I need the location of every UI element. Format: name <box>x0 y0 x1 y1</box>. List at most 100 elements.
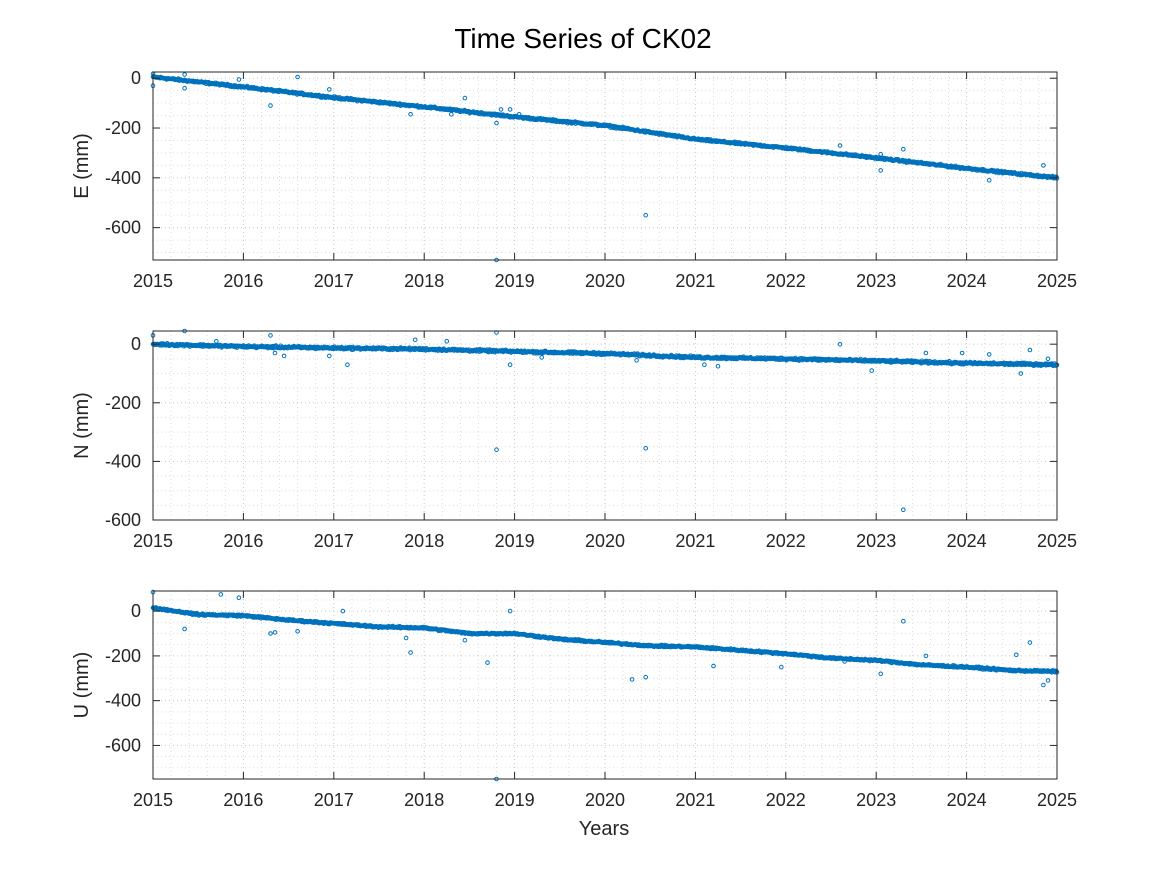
x-tick-label: 2023 <box>856 271 896 291</box>
outlier-point <box>340 608 346 614</box>
outlier-point <box>634 358 639 363</box>
x-tick-label: 2015 <box>133 790 173 810</box>
outlier-point <box>498 107 504 112</box>
outlier-point <box>295 74 300 80</box>
outlier-point <box>182 85 187 91</box>
x-axis-label: Years <box>579 818 629 840</box>
x-tick-label: 2017 <box>314 271 354 291</box>
y-axis-label: U (mm) <box>71 652 93 719</box>
x-tick-label: 2022 <box>766 531 806 551</box>
outlier-point <box>711 663 716 669</box>
outlier-point <box>715 363 721 369</box>
x-tick-label: 2016 <box>223 790 263 810</box>
outlier-point <box>214 339 219 344</box>
outlier-point <box>462 95 468 101</box>
x-tick-label: 2018 <box>404 790 444 810</box>
x-tick-label: 2022 <box>766 790 806 810</box>
outlier-point <box>449 112 454 117</box>
x-tick-label: 2020 <box>585 531 625 551</box>
x-tick-label: 2018 <box>404 531 444 551</box>
outlier-point <box>268 631 273 636</box>
x-tick-label: 2022 <box>766 271 806 291</box>
x-tick-label: 2016 <box>223 531 263 551</box>
outlier-point <box>842 659 847 664</box>
x-tick-label: 2020 <box>585 271 625 291</box>
outlier-point <box>507 362 513 368</box>
outlier-point <box>1041 163 1046 168</box>
x-tick-label: 2018 <box>404 271 444 291</box>
x-tick-label: 2015 <box>133 271 173 291</box>
y-tick-label: -200 <box>105 118 141 138</box>
data-points <box>150 589 1060 782</box>
x-tick-label: 2019 <box>495 531 535 551</box>
outlier-point <box>878 671 884 677</box>
outlier-point <box>218 592 224 597</box>
y-axis-label: N (mm) <box>71 392 93 459</box>
x-tick-label: 2023 <box>856 531 896 551</box>
outlier-point <box>327 87 332 92</box>
outlier-point <box>1041 682 1046 688</box>
outlier-point <box>345 362 350 368</box>
subplot-n: 2015 2016 2017 2018 2019 2020 2021 2022 2023 2024… <box>71 328 1077 551</box>
outlier-point <box>494 120 499 126</box>
y-axis-label: E (mm) <box>71 133 93 199</box>
y-tick-label: -200 <box>105 393 141 413</box>
x-tick-label: 2019 <box>495 271 535 291</box>
outlier-point <box>878 168 884 173</box>
outlier-point <box>643 445 649 451</box>
outlier-point <box>236 77 242 82</box>
x-tick-label: 2020 <box>585 790 625 810</box>
outlier-point <box>702 362 707 368</box>
y-tick-label: 0 <box>131 334 141 354</box>
outlier-point <box>643 212 649 218</box>
outlier-point <box>295 629 300 634</box>
x-tick-label: 2016 <box>223 271 263 291</box>
y-tick-label: -600 <box>105 218 141 238</box>
outlier-point <box>494 447 499 453</box>
outlier-point <box>923 653 929 659</box>
x-tick-label: 2019 <box>495 790 535 810</box>
outlier-point <box>272 350 278 356</box>
outlier-point <box>408 650 413 655</box>
y-tick-label: -600 <box>105 735 141 755</box>
y-tick-label: -400 <box>105 168 141 188</box>
outlier-point <box>462 637 468 643</box>
chart-title: Time Series of CK02 <box>454 23 711 54</box>
outlier-point <box>272 630 278 635</box>
outlier-point <box>485 660 490 665</box>
outlier-point <box>182 626 187 632</box>
outlier-point <box>444 339 450 344</box>
outlier-point <box>1045 678 1051 683</box>
outlier-point <box>408 112 413 117</box>
outlier-point <box>837 143 843 148</box>
x-tick-label: 2017 <box>314 790 354 810</box>
subplot-e: 2015 2016 2017 2018 2019 2020 2021 2022 2023 2024… <box>71 68 1077 291</box>
outlier-point <box>507 608 513 614</box>
outlier-point <box>901 146 906 152</box>
outlier-point <box>901 507 906 513</box>
outlier-point <box>1027 640 1033 645</box>
x-tick-label: 2025 <box>1037 790 1077 810</box>
outlier-point <box>779 664 784 670</box>
outlier-point <box>629 677 635 682</box>
outlier-point <box>923 350 929 356</box>
outlier-point <box>1027 347 1033 353</box>
x-tick-label: 2024 <box>947 790 987 810</box>
outlier-point <box>643 674 649 680</box>
outlier-point <box>869 368 875 373</box>
outlier-point <box>182 72 187 77</box>
outlier-point <box>1045 356 1051 362</box>
x-tick-label: 2021 <box>675 271 715 291</box>
x-tick-label: 2015 <box>133 531 173 551</box>
outlier-point <box>1014 652 1019 658</box>
outlier-point <box>268 103 273 108</box>
y-tick-label: -400 <box>105 451 141 471</box>
y-tick-label: 0 <box>131 68 141 88</box>
outlier-point <box>986 178 992 183</box>
outlier-point <box>539 355 545 360</box>
data-points <box>150 71 1060 263</box>
outlier-point <box>327 353 332 359</box>
outlier-point <box>959 350 965 356</box>
outlier-point <box>516 112 522 117</box>
